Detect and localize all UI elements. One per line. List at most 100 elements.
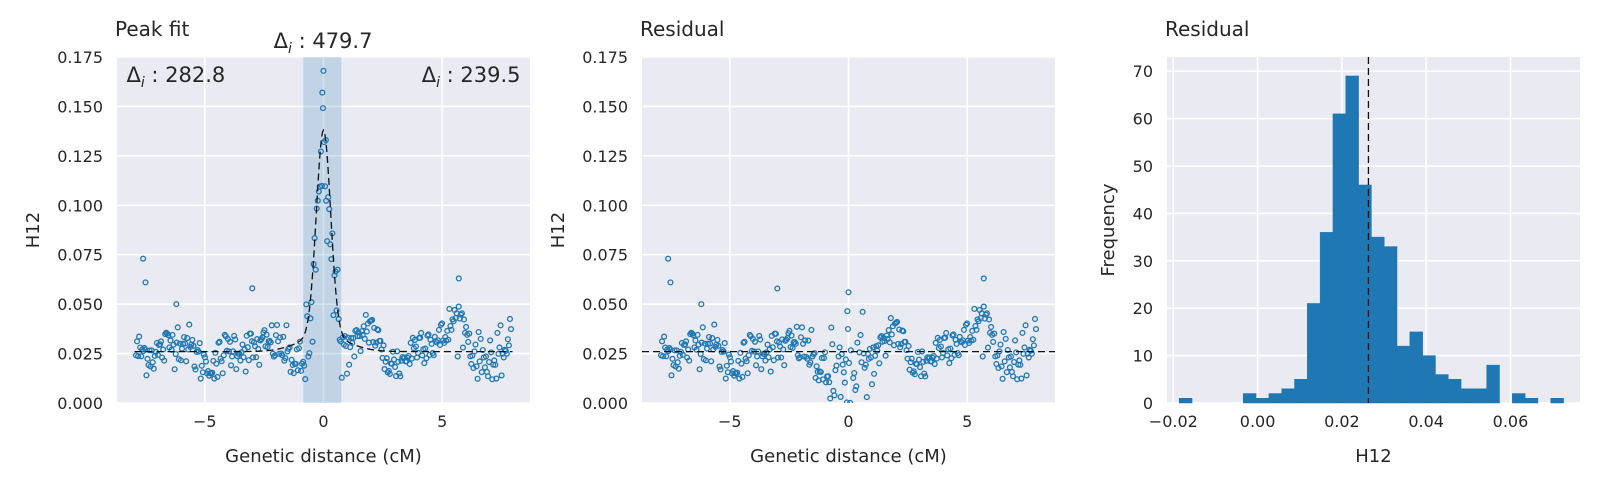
data-point: [897, 344, 904, 351]
data-point: [1025, 354, 1032, 361]
data-point: [484, 373, 492, 380]
data-point: [150, 365, 157, 372]
data-point: [907, 359, 914, 366]
data-point: [492, 361, 499, 368]
data-point: [882, 352, 889, 359]
data-point: [146, 347, 153, 354]
data-point: [979, 353, 986, 360]
data-point: [905, 342, 912, 350]
data-point: [474, 375, 481, 382]
data-point: [319, 105, 327, 112]
data-point: [745, 352, 752, 359]
data-point: [805, 337, 812, 344]
data-point: [753, 362, 760, 369]
data-point: [991, 330, 998, 337]
data-point: [460, 316, 468, 323]
histogram-bar: [1486, 364, 1500, 404]
data-point: [184, 334, 191, 342]
y-tick-label: 0.125: [57, 147, 103, 166]
data-point: [669, 355, 676, 362]
data-point: [970, 336, 977, 343]
y-tick-label: 0.025: [57, 345, 103, 364]
data-point: [955, 352, 962, 359]
data-point: [699, 324, 706, 331]
data-point: [249, 285, 256, 292]
data-point: [190, 342, 197, 349]
data-point: [196, 340, 203, 347]
data-point: [264, 343, 271, 351]
y-tick-label: 0.075: [582, 246, 628, 265]
data-point: [231, 332, 238, 339]
y-tick-label: 60: [1133, 110, 1153, 129]
data-point: [788, 332, 795, 339]
data-point: [894, 318, 901, 325]
x-tick-label: −5: [718, 412, 742, 431]
data-point: [767, 368, 774, 375]
data-point: [821, 349, 829, 356]
data-point: [762, 357, 769, 364]
data-point: [475, 328, 482, 336]
data-point: [219, 370, 226, 377]
data-point: [908, 355, 915, 362]
data-point: [209, 369, 216, 376]
data-point: [135, 353, 142, 360]
chart-title: Residual: [640, 17, 724, 41]
y-tick-label: 50: [1133, 157, 1153, 176]
data-point: [917, 364, 924, 371]
data-point: [714, 336, 721, 343]
y-tick-label: 30: [1133, 252, 1153, 271]
data-point: [804, 355, 811, 362]
data-point: [717, 366, 724, 373]
data-point: [215, 339, 222, 346]
data-point: [256, 361, 263, 368]
data-point: [854, 339, 861, 346]
histogram-bar: [1396, 345, 1411, 404]
data-point: [856, 405, 861, 410]
data-point: [244, 344, 251, 351]
peak-window-span: [303, 57, 342, 403]
data-point: [1017, 361, 1024, 368]
data-point: [774, 285, 781, 292]
data-point: [842, 356, 849, 363]
data-point: [819, 376, 826, 383]
data-point: [335, 316, 342, 323]
data-point: [843, 399, 850, 403]
data-point: [267, 339, 274, 346]
histogram-bar: [1319, 232, 1334, 404]
data-point: [758, 366, 765, 373]
y-tick-label: 0.175: [582, 48, 628, 67]
data-point: [869, 344, 877, 351]
data-point: [377, 337, 384, 344]
data-point: [671, 347, 678, 354]
data-point: [459, 344, 467, 351]
data-point: [312, 266, 319, 273]
data-point: [355, 329, 362, 336]
data-point: [309, 338, 316, 345]
data-point: [798, 324, 806, 331]
peak-fit-panel: −5 0 5 0.000 0.025 0.050 0.075 0.100 0.125 0.150 0…: [23, 17, 530, 467]
y-axis-label: H12: [23, 212, 44, 248]
data-point: [716, 363, 723, 370]
data-point: [220, 352, 227, 359]
data-point: [326, 206, 333, 213]
y-tick-label: 0.125: [582, 147, 628, 166]
data-point: [738, 360, 745, 367]
data-point: [198, 362, 205, 369]
data-point: [811, 350, 818, 357]
data-point: [950, 331, 957, 338]
data-point: [797, 334, 805, 341]
data-point: [470, 364, 477, 372]
data-point: [1007, 353, 1014, 360]
data-point: [852, 386, 859, 394]
data-point: [841, 379, 848, 386]
data-point: [772, 330, 779, 337]
data-point: [853, 383, 860, 390]
data-point: [1013, 349, 1020, 356]
data-point: [765, 354, 772, 361]
data-point: [197, 375, 204, 382]
data-point: [239, 341, 246, 348]
data-point: [984, 344, 992, 351]
data-point: [1023, 372, 1030, 379]
data-point: [237, 357, 244, 364]
data-point: [418, 329, 425, 337]
